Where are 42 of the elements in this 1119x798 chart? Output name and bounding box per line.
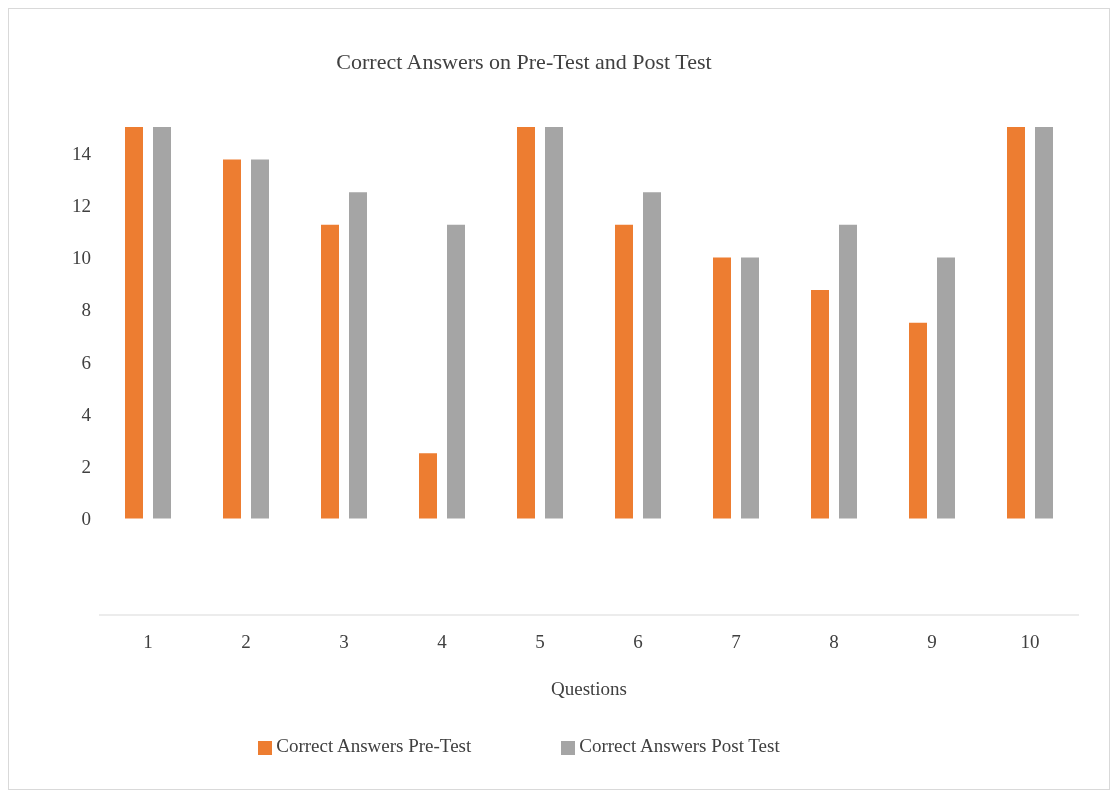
x-tick-label: 10 (1020, 631, 1040, 653)
bar (251, 159, 269, 519)
bar (713, 257, 731, 519)
bar (839, 224, 857, 519)
x-tick-label: 1 (143, 631, 153, 653)
bar (1007, 127, 1025, 519)
x-tick-label: 3 (339, 631, 349, 653)
y-tick-label: 8 (81, 299, 91, 321)
bar (153, 127, 171, 519)
y-tick-label: 0 (81, 508, 91, 530)
bar (909, 322, 927, 519)
bar (811, 290, 829, 519)
bar (125, 127, 143, 519)
legend-label: Correct Answers Post Test (579, 735, 780, 756)
x-tick-label: 5 (535, 631, 545, 653)
legend-label: Correct Answers Pre-Test (276, 735, 472, 756)
bar (1035, 127, 1053, 519)
bar (615, 224, 633, 519)
x-tick-label: 6 (633, 631, 643, 653)
bar (447, 224, 465, 519)
bar (349, 192, 367, 519)
y-tick-label: 14 (72, 142, 92, 164)
y-tick-label: 6 (81, 351, 91, 373)
x-tick-label: 4 (437, 631, 448, 653)
bar (419, 453, 437, 519)
x-tick-label: 9 (927, 631, 937, 653)
x-tick-label: 8 (829, 631, 839, 653)
bar (937, 257, 955, 519)
x-tick-label: 2 (241, 631, 251, 653)
chart-title: Correct Answers on Pre-Test and Post Test (335, 49, 713, 75)
x-axis-title: Questions (551, 678, 627, 699)
x-tick-label: 7 (731, 631, 741, 653)
y-tick-label: 2 (81, 456, 91, 477)
bar (223, 159, 241, 519)
bar (545, 127, 563, 519)
bar (741, 257, 759, 519)
y-tick-label: 10 (72, 247, 91, 269)
y-tick-label: 12 (72, 195, 91, 217)
bar (321, 224, 339, 519)
bar (643, 192, 661, 519)
bar (517, 127, 535, 519)
y-tick-label: 4 (81, 403, 92, 425)
